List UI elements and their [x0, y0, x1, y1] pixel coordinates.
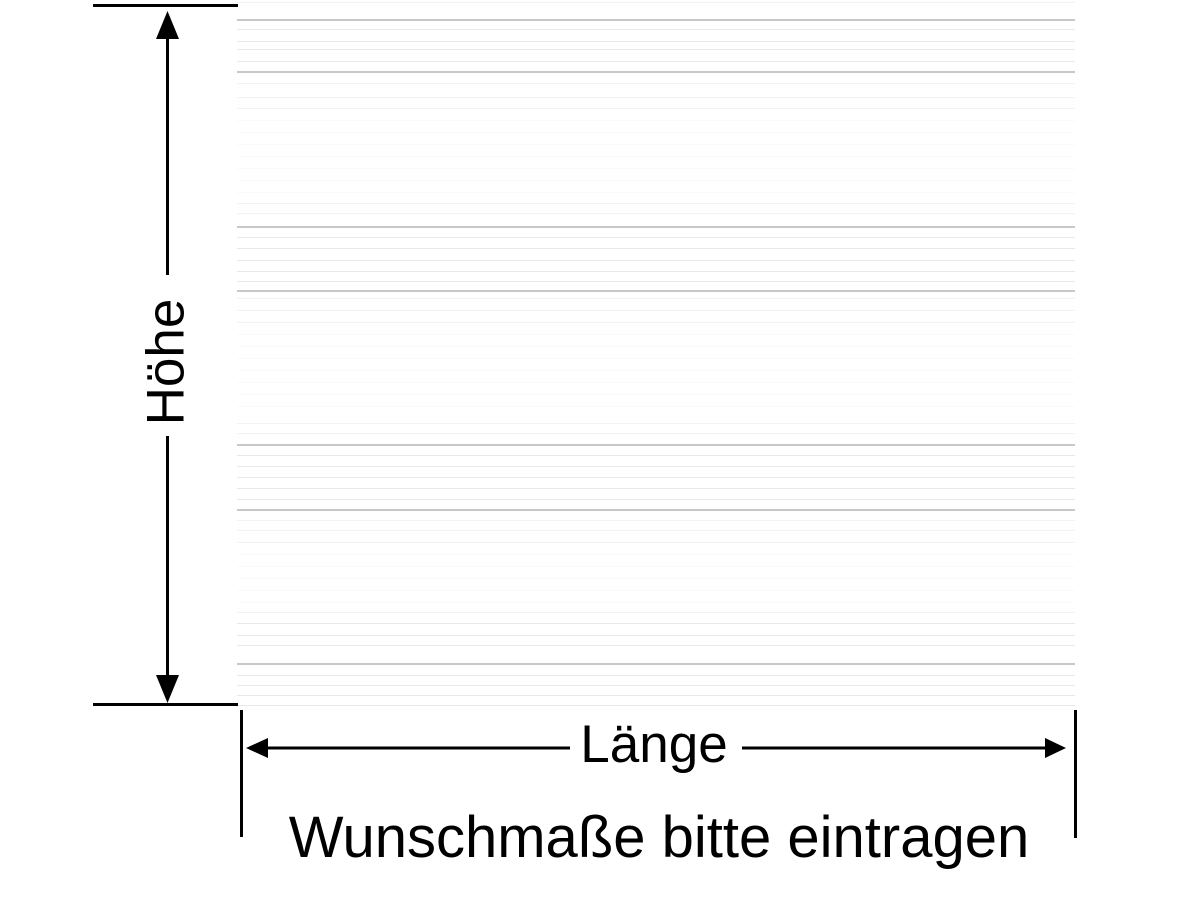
length-dimension-label: Länge	[580, 715, 728, 774]
panel-stripe	[237, 423, 1075, 424]
panel-stripe	[237, 499, 1075, 500]
panel-stripe	[237, 346, 1075, 347]
panel-stripe	[237, 290, 1075, 292]
panel-stripe	[237, 663, 1075, 665]
panel-stripe	[237, 705, 1075, 706]
panel-stripe	[237, 612, 1075, 613]
panel-stripe	[237, 382, 1075, 383]
panel-stripe	[237, 530, 1075, 531]
laenge-dimension	[240, 710, 1077, 838]
panel-stripe	[237, 466, 1075, 467]
panel-stripe	[237, 566, 1075, 567]
panel-stripe	[237, 144, 1075, 145]
panel-stripe	[237, 675, 1075, 676]
panel-stripe	[237, 248, 1075, 249]
panel-stripe	[237, 49, 1075, 50]
panel-stripe	[237, 334, 1075, 335]
product-panel	[237, 0, 1075, 710]
arrow-left-icon	[246, 738, 268, 758]
panel-stripe	[237, 237, 1075, 238]
panel-stripe	[237, 97, 1075, 98]
panel-stripe	[237, 213, 1075, 214]
panel-stripe	[237, 322, 1075, 323]
panel-stripe	[237, 156, 1075, 157]
panel-stripe	[237, 602, 1075, 603]
panel-stripe	[237, 477, 1075, 478]
hoehe-dimension	[93, 4, 238, 706]
panel-stripe	[237, 180, 1075, 181]
panel-stripe	[237, 554, 1075, 555]
arrow-up-icon	[156, 11, 179, 39]
panel-stripe	[237, 29, 1075, 30]
panel-stripe	[237, 394, 1075, 395]
panel-stripe	[237, 168, 1075, 169]
panel-stripe	[237, 271, 1075, 272]
instruction-text: Wunschmaße bitte eintragen	[288, 805, 1030, 870]
panel-stripe	[237, 260, 1075, 261]
panel-stripe	[237, 132, 1075, 133]
panel-stripe	[237, 645, 1075, 646]
panel-stripe	[237, 192, 1075, 193]
panel-stripe	[237, 623, 1075, 624]
panel-stripe	[237, 61, 1075, 62]
arrow-down-icon	[156, 675, 179, 703]
panel-stripe	[237, 685, 1075, 686]
panel-stripe	[237, 2, 1075, 3]
panel-stripe	[237, 433, 1075, 434]
panel-stripe	[237, 488, 1075, 489]
panel-stripe	[237, 370, 1075, 371]
panel-stripe	[237, 520, 1075, 521]
panel-stripe	[237, 298, 1075, 299]
panel-stripe	[237, 108, 1075, 109]
panel-stripe	[237, 444, 1075, 446]
panel-stripe	[237, 19, 1075, 21]
panel-stripe	[237, 455, 1075, 456]
panel-stripe	[237, 542, 1075, 543]
panel-stripe	[237, 590, 1075, 591]
panel-stripe	[237, 41, 1075, 42]
panel-stripe	[237, 120, 1075, 121]
panel-stripe	[237, 578, 1075, 579]
panel-stripe	[237, 226, 1075, 228]
panel-stripe	[237, 406, 1075, 407]
panel-stripe	[237, 83, 1075, 84]
panel-stripe	[237, 203, 1075, 204]
panel-stripe	[237, 358, 1075, 359]
panel-stripe	[237, 635, 1075, 636]
height-dimension-label: Höhe	[136, 298, 196, 426]
panel-stripe	[237, 695, 1075, 696]
arrow-right-icon	[1045, 738, 1066, 758]
panel-stripe	[237, 509, 1075, 511]
panel-stripe	[237, 281, 1075, 282]
panel-stripe	[237, 71, 1075, 73]
panel-stripe	[237, 310, 1075, 311]
